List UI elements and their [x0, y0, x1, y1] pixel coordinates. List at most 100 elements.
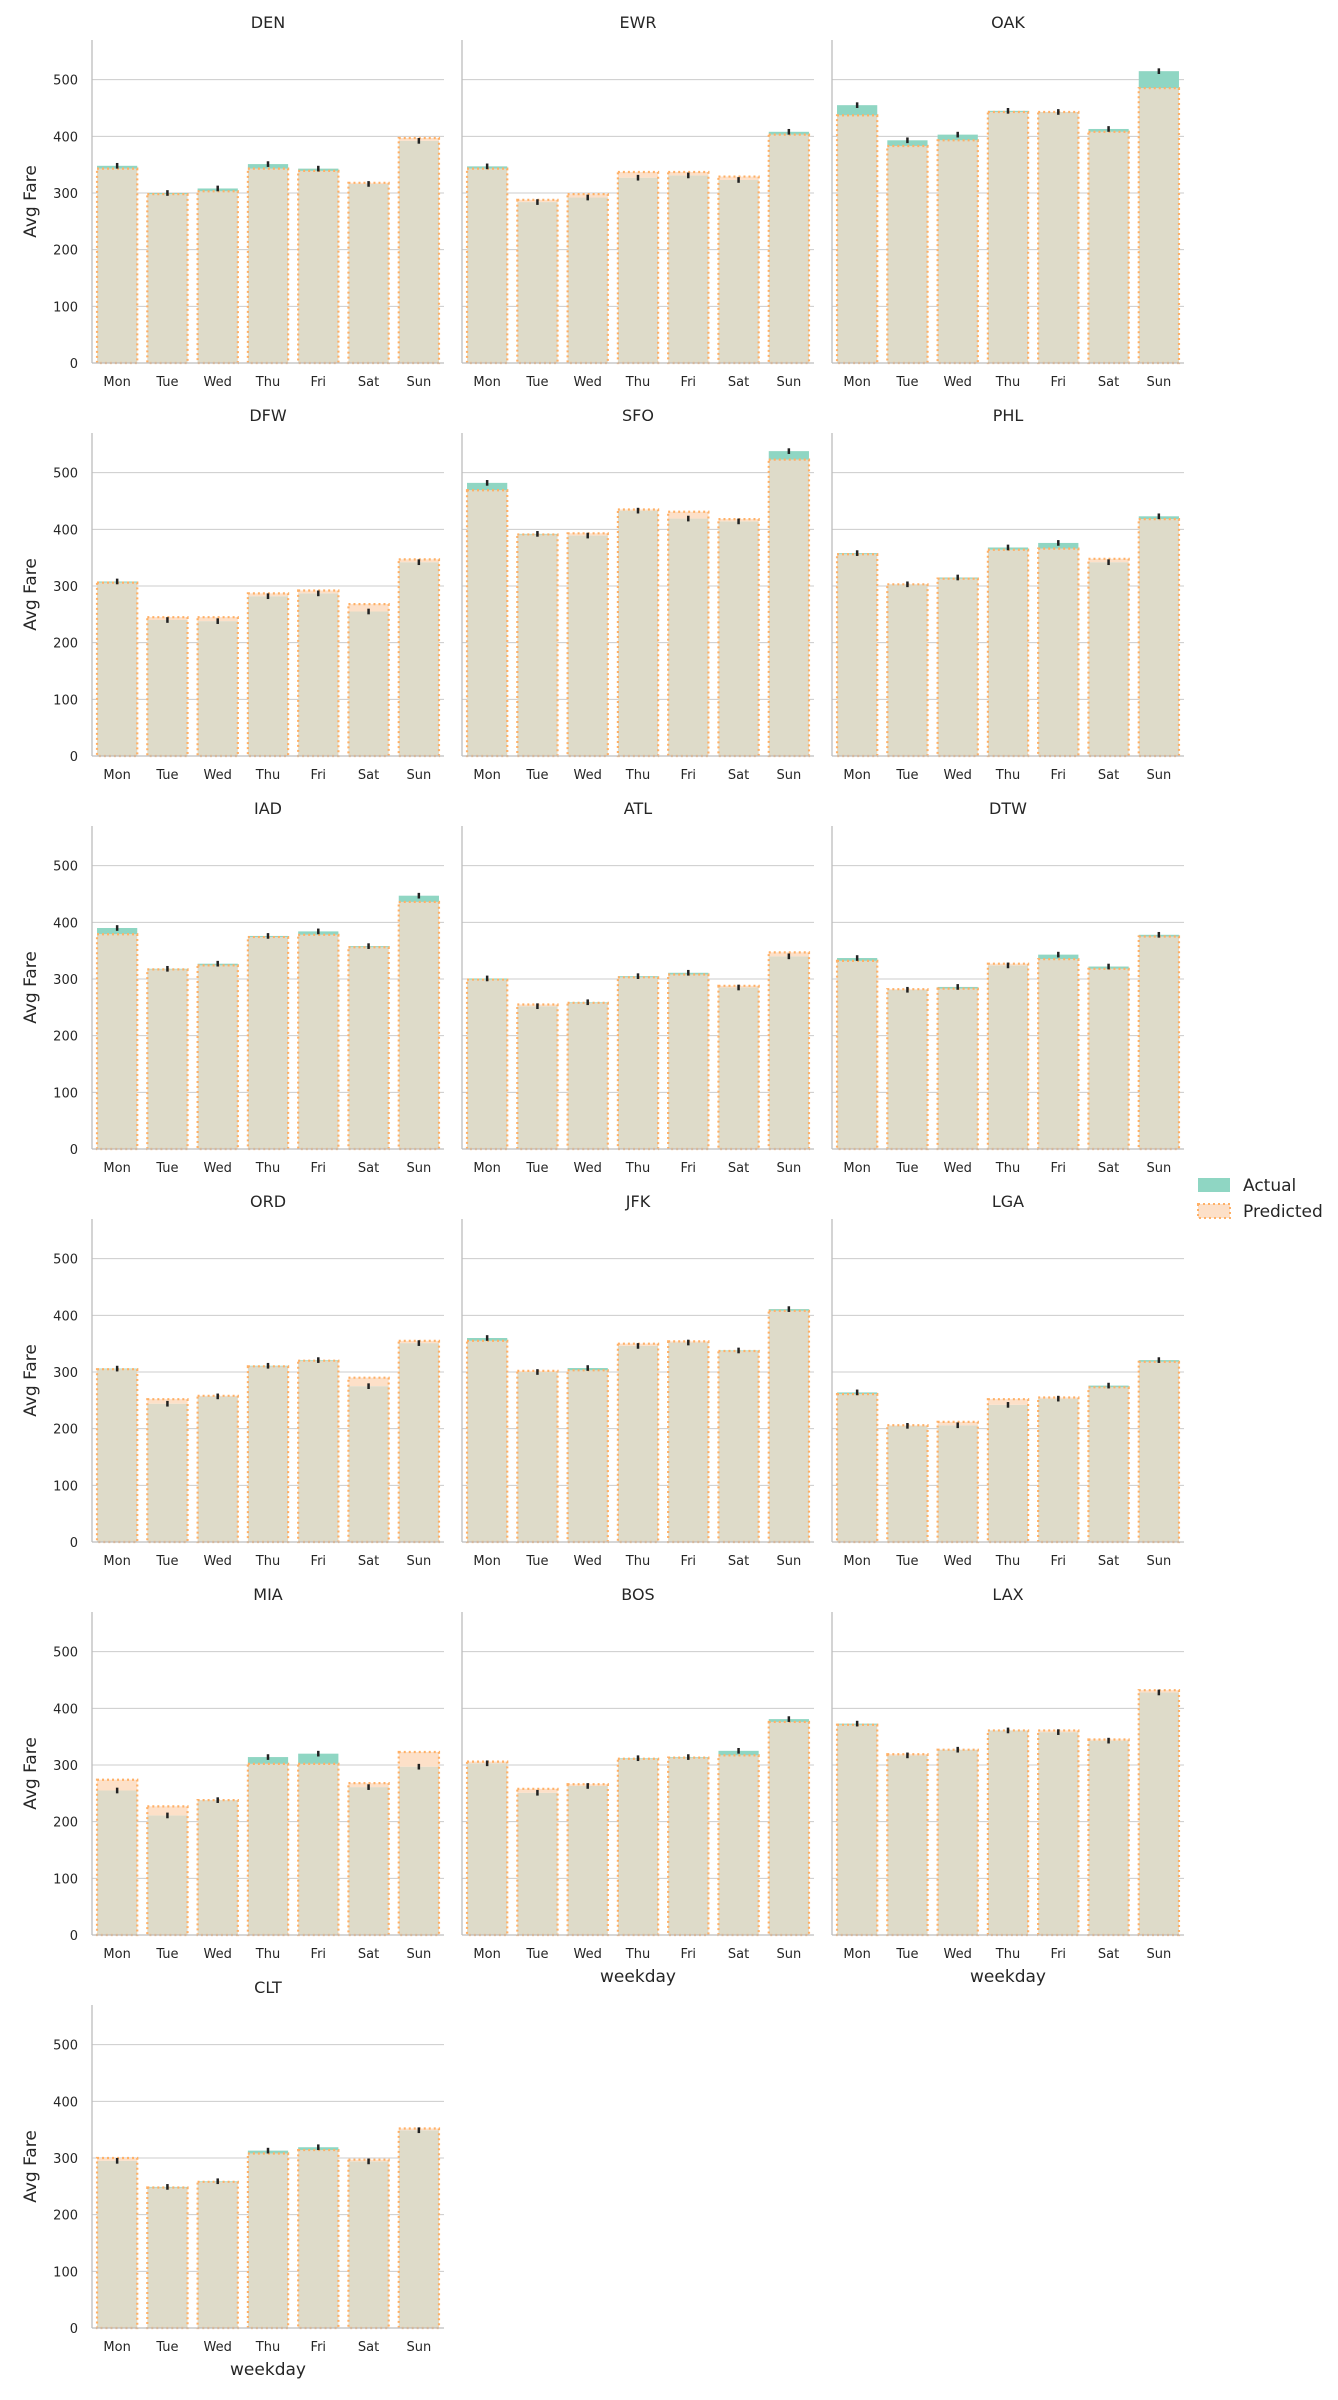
y-tick-label: 100	[53, 1086, 78, 1101]
bar-overlap	[837, 115, 878, 363]
x-axis-label: weekday	[230, 2360, 306, 2380]
bar-predicted-outline	[347, 603, 390, 758]
bar-overlap	[398, 2130, 439, 2328]
bar-overlap	[1038, 548, 1079, 756]
y-tick-label: 300	[53, 1366, 78, 1381]
bar-overlap	[668, 518, 709, 756]
bar-overlap	[837, 1724, 878, 1935]
x-tick-label: Sat	[1098, 1947, 1119, 1962]
panel-dtw: DTW Mon Tue Wed Thu Fri Sat Sun	[831, 799, 1184, 1176]
y-tick-label: 500	[53, 2039, 78, 2054]
bar-actual-excess	[467, 482, 508, 491]
panel-title: IAD	[254, 799, 282, 818]
y-tick-label: 500	[53, 467, 78, 482]
bar-overlap	[937, 578, 978, 756]
x-tick-label: Mon	[843, 1947, 870, 1962]
x-tick-label: Sat	[728, 1554, 749, 1569]
panel-title: OAK	[991, 13, 1025, 32]
x-tick-label: Sat	[728, 375, 749, 390]
x-tick-label: Sun	[776, 375, 801, 390]
x-tick-label: Fri	[311, 1161, 327, 1176]
bar-overlap	[1088, 562, 1129, 756]
bar-actual-excess	[837, 105, 878, 116]
x-tick-label: Mon	[473, 1554, 500, 1569]
bar-overlap	[298, 2150, 339, 2328]
y-tick-label: 0	[70, 1143, 78, 1158]
panel-iad: IAD 0 100 200 300 400 500 Mon Tue Wed Thu Fri Sat Sun…	[21, 799, 444, 1176]
panel-title: DTW	[989, 799, 1027, 818]
bar-overlap	[247, 937, 289, 1149]
x-tick-label: Mon	[103, 1947, 130, 1962]
bar-overlap	[517, 1006, 558, 1149]
x-tick-label: Tue	[525, 1947, 548, 1962]
x-tick-label: Wed	[574, 768, 602, 783]
y-tick-label: 100	[53, 1479, 78, 1494]
x-tick-label: Thu	[625, 1554, 650, 1569]
bar-predicted-outline	[566, 193, 609, 365]
x-tick-label: Sun	[406, 1554, 431, 1569]
panel-title: PHL	[993, 406, 1024, 425]
bar-overlap	[668, 974, 709, 1149]
y-tick-label: 300	[53, 1759, 78, 1774]
x-tick-label: Thu	[995, 768, 1020, 783]
x-tick-label: Wed	[944, 1947, 972, 1962]
bar-overlap	[1038, 111, 1079, 363]
legend-swatch-predicted	[1197, 1203, 1231, 1219]
panel-title: EWR	[619, 13, 656, 32]
y-tick-label: 400	[53, 1702, 78, 1717]
x-tick-label: Sun	[406, 2340, 431, 2355]
x-tick-label: Wed	[574, 1554, 602, 1569]
bar-overlap	[298, 934, 339, 1149]
bar-overlap	[97, 168, 138, 363]
bar-predicted-outline	[246, 167, 290, 365]
x-tick-label: Fri	[681, 1947, 697, 1962]
bar-overlap	[937, 1425, 978, 1542]
legend-label-predicted: Predicted	[1243, 1202, 1323, 1222]
bar-predicted-outline	[1087, 557, 1130, 758]
x-tick-label: Sat	[1098, 1161, 1119, 1176]
x-tick-label: Tue	[155, 1161, 178, 1176]
x-tick-label: Tue	[525, 1161, 548, 1176]
bar-overlap	[348, 947, 389, 1149]
x-tick-label: Thu	[625, 1947, 650, 1962]
panel-sfo: SFO Mon Tue Wed Thu Fri Sat Sun	[461, 406, 814, 783]
bar-overlap	[97, 582, 138, 756]
bar-overlap	[517, 202, 558, 363]
bar-overlap	[1138, 519, 1179, 756]
x-tick-label: Thu	[255, 768, 280, 783]
y-axis-label: Avg Fare	[21, 1737, 41, 1810]
x-tick-label: Wed	[574, 1161, 602, 1176]
bar-overlap	[348, 2161, 389, 2328]
bar-predicted-excess	[348, 1377, 389, 1387]
bar-overlap	[398, 1343, 439, 1542]
x-tick-label: Thu	[995, 1161, 1020, 1176]
bar-predicted-excess	[348, 604, 389, 612]
panel-title: BOS	[621, 1585, 654, 1604]
bar-predicted-outline	[347, 1376, 390, 1544]
bar-overlap	[1138, 1692, 1179, 1935]
x-tick-label: Wed	[204, 1554, 232, 1569]
bar-predicted-outline	[667, 510, 710, 758]
panel-title: DEN	[251, 13, 285, 32]
panel-lax: LAX Mon Tue Wed Thu Fri Sat Sun weekday	[831, 1585, 1184, 1987]
y-axis-label: Avg Fare	[21, 165, 41, 238]
panel-clt: CLT 0 100 200 300 400 500 Mon Tue Wed Thu Fri Sat Sun…	[21, 1978, 444, 2380]
x-tick-label: Tue	[155, 768, 178, 783]
bar-predicted-outline	[886, 144, 929, 365]
bar-predicted-excess	[97, 1779, 138, 1791]
x-tick-label: Fri	[1051, 1554, 1067, 1569]
bar-overlap	[147, 194, 188, 363]
x-tick-label: Thu	[625, 768, 650, 783]
x-tick-label: Fri	[311, 2340, 327, 2355]
x-tick-label: Sun	[406, 375, 431, 390]
bar-overlap	[1088, 1387, 1129, 1542]
bar-predicted-outline	[1037, 547, 1080, 758]
bar-overlap	[197, 965, 238, 1149]
y-axis-label: Avg Fare	[21, 951, 41, 1024]
bar-overlap	[768, 459, 809, 756]
x-tick-label: Mon	[473, 1161, 500, 1176]
y-axis-label: Avg Fare	[21, 1344, 41, 1417]
bar-overlap	[147, 620, 188, 756]
bar-overlap	[718, 987, 759, 1149]
